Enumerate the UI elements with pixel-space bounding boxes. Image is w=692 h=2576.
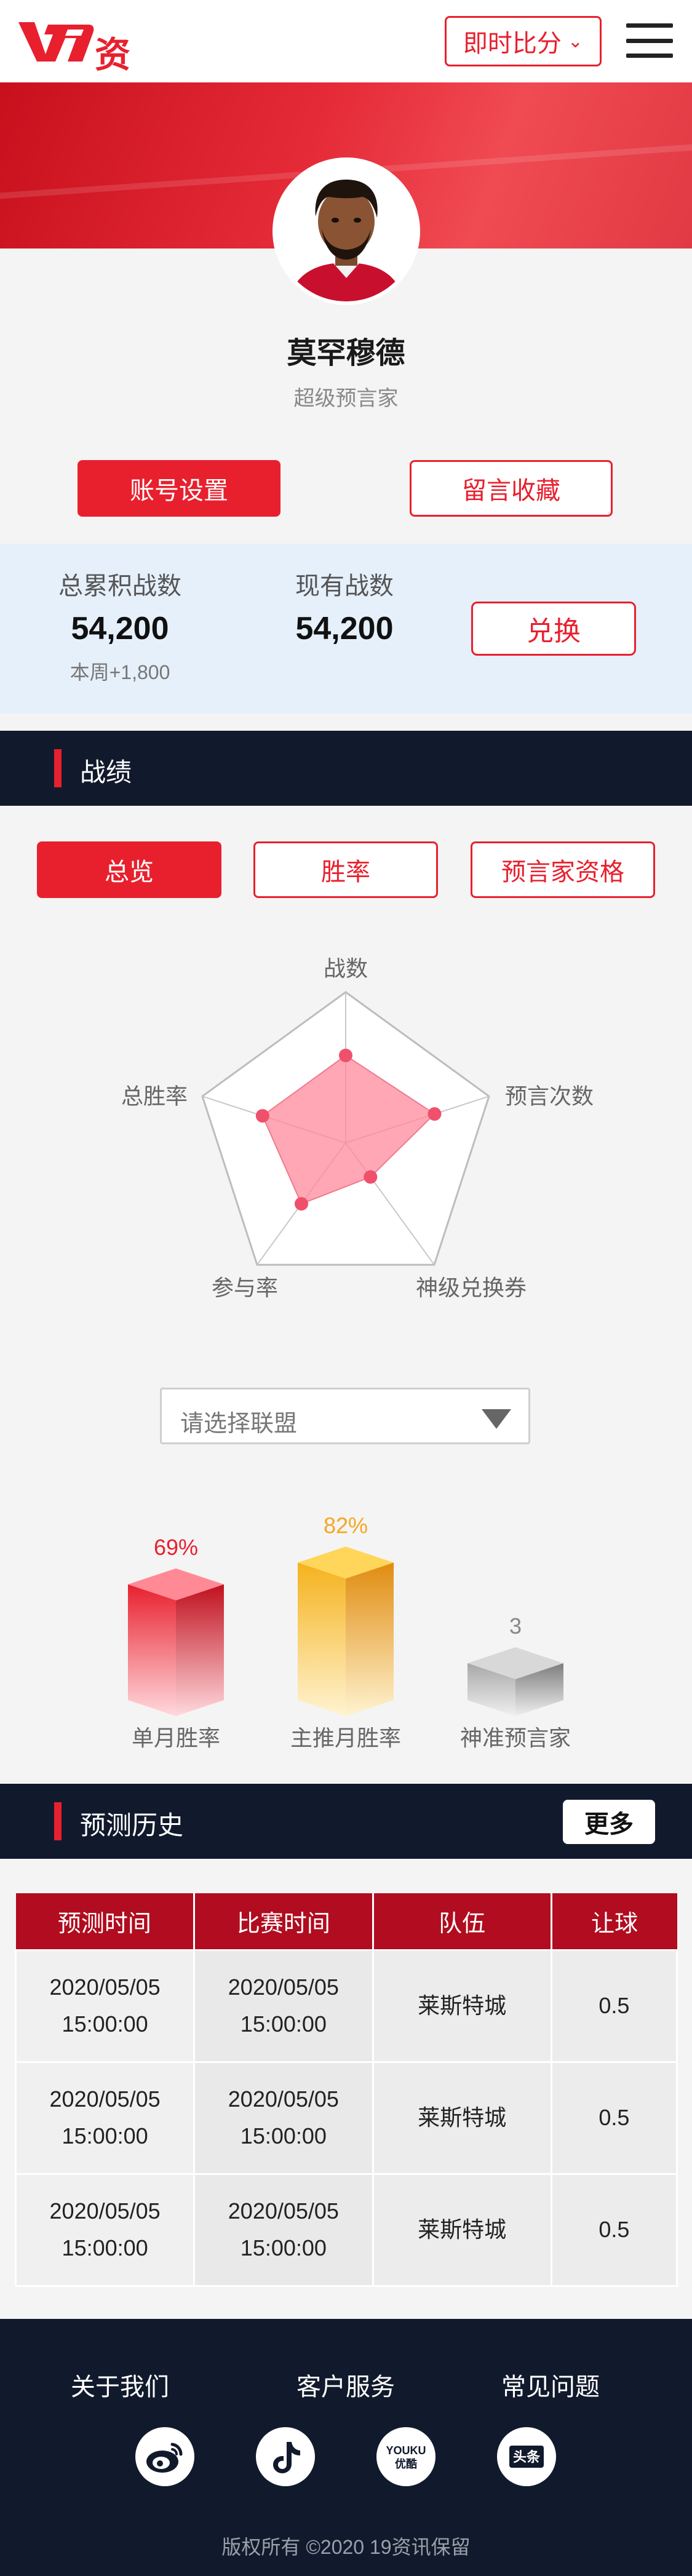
col-team: 队伍	[373, 1893, 552, 1950]
radar-point	[339, 1048, 352, 1062]
battle-stats-panel: 总累积战数 54,200 本周+1,800 现有战数 54,200 兑换	[0, 544, 692, 714]
toutiao-icon[interactable]: 头条	[497, 2427, 556, 2486]
caret-down-icon	[482, 1409, 511, 1429]
table-row[interactable]: 2020/05/05 15:00:00 2020/05/05 15:00:00 莱斯…	[14, 2173, 678, 2287]
weekly-delta: 本周+1,800	[70, 661, 170, 683]
tab-win-rate[interactable]: 胜率	[253, 841, 438, 898]
team-cell: 莱斯特城	[372, 2173, 552, 2287]
weibo-icon[interactable]	[135, 2427, 194, 2486]
section-accent-bar	[54, 749, 62, 787]
avatar	[272, 157, 420, 305]
total-battles-stat: 总累积战数 54,200 本周+1,800	[37, 566, 203, 685]
tab-prophet-qualification[interactable]: 预言家资格	[471, 841, 655, 898]
radar-point	[364, 1170, 378, 1184]
table-header-row: 预测时间 比赛时间 队伍 让球	[15, 1893, 677, 1950]
bar-value-label: 82%	[324, 1513, 368, 1538]
tiktok-icon[interactable]	[256, 2427, 315, 2486]
match-time-cell: 2020/05/05 15:00:00	[193, 1949, 374, 2063]
bar-side	[515, 1663, 563, 1716]
top-header: 资讯 即时比分 ⌄	[0, 0, 692, 127]
footer-link-service[interactable]: 客户服务	[296, 2374, 395, 2401]
predict-time-cell: 2020/05/05 15:00:00	[14, 1949, 196, 2063]
site-footer: 关于我们 客户服务 常见问题 YOUKU 优酷 头条 版权所有 ©2020 19…	[0, 2319, 692, 2576]
radar-point	[294, 1197, 308, 1211]
avatar-portrait-icon	[276, 161, 416, 301]
team-cell: 莱斯特城	[372, 2061, 552, 2175]
radar-axis-label: 总胜率	[121, 1084, 188, 1109]
handicap-cell: 0.5	[550, 2061, 678, 2175]
live-score-label: 即时比分	[463, 30, 562, 57]
radar-point	[255, 1109, 269, 1123]
site-logo[interactable]: 资讯	[16, 16, 157, 127]
radar-axis-label: 神级兑换券	[416, 1276, 527, 1301]
radar-area	[261, 1054, 436, 1205]
live-score-button[interactable]: 即时比分 ⌄	[445, 16, 602, 66]
profile-name: 莫罕穆德	[287, 337, 405, 370]
saved-comments-button[interactable]: 留言收藏	[410, 460, 613, 517]
copyright-text: 版权所有 ©2020 19资讯保留	[221, 2536, 471, 2558]
col-predict-time: 预测时间	[15, 1893, 196, 1950]
radar-axis-label: 战数	[324, 956, 368, 982]
youku-icon[interactable]: YOUKU 优酷	[376, 2427, 435, 2486]
predict-time-cell: 2020/05/05 15:00:00	[14, 2173, 196, 2287]
bar-category-label: 神准预言家	[460, 1726, 571, 1751]
history-section-header: 预测历史 更多	[0, 1784, 692, 1859]
footer-link-faq[interactable]: 常见问题	[501, 2374, 600, 2401]
history-section-title: 预测历史	[80, 1811, 184, 1840]
table-row[interactable]: 2020/05/05 15:00:00 2020/05/05 15:00:00 莱斯…	[14, 1949, 678, 2063]
win-rate-bar-chart: 69% 单月胜率 82% 主推月胜率 3 神准预言家	[128, 1513, 571, 1751]
bar-front	[298, 1562, 346, 1716]
bar-category-label: 单月胜率	[132, 1726, 220, 1751]
table-row[interactable]: 2020/05/05 15:00:00 2020/05/05 15:00:00 莱斯…	[14, 2061, 678, 2175]
bar-value-label: 3	[509, 1613, 522, 1639]
svg-text:YOUKU: YOUKU	[386, 2444, 426, 2457]
account-settings-button[interactable]: 账号设置	[78, 460, 280, 517]
record-section-title: 战绩	[80, 758, 132, 787]
bar-category-label: 主推月胜率	[290, 1726, 401, 1751]
match-time-cell: 2020/05/05 15:00:00	[193, 2061, 374, 2175]
radar-axis-label: 预言次数	[505, 1084, 594, 1109]
bar-front	[467, 1663, 515, 1716]
col-match-time: 比赛时间	[194, 1893, 374, 1950]
bar-top	[128, 1568, 224, 1600]
bar-side	[346, 1562, 394, 1716]
league-select[interactable]: 请选择联盟	[160, 1388, 530, 1444]
bar-value-label: 69%	[154, 1535, 198, 1560]
radar-point	[428, 1107, 442, 1121]
current-battles-label: 现有战数	[295, 573, 394, 600]
current-battles-stat: 现有战数 54,200	[264, 566, 424, 647]
current-battles-value: 54,200	[295, 611, 394, 646]
section-accent-bar	[54, 1802, 62, 1840]
col-handicap: 让球	[551, 1893, 677, 1950]
match-time-cell: 2020/05/05 15:00:00	[193, 2173, 374, 2287]
profile-title: 超级预言家	[293, 387, 399, 410]
bar-front	[128, 1584, 176, 1716]
handicap-cell: 0.5	[550, 1949, 678, 2063]
team-cell: 莱斯特城	[372, 1949, 552, 2063]
handicap-cell: 0.5	[550, 2173, 678, 2287]
svg-text:头条: 头条	[513, 2449, 541, 2465]
logo-19-icon	[18, 22, 94, 62]
total-battles-label: 总累积战数	[58, 573, 181, 600]
total-battles-value: 54,200	[71, 611, 169, 646]
svg-text:优酷: 优酷	[395, 2457, 417, 2471]
prediction-history-table: 预测时间 比赛时间 队伍 让球 2020/05/05 15:00:00 2020/…	[14, 1893, 678, 2287]
bar-side	[176, 1584, 224, 1716]
league-select-placeholder: 请选择联盟	[180, 1411, 298, 1437]
record-section-header: 战绩	[0, 731, 692, 806]
chevron-down-icon: ⌄	[567, 31, 584, 52]
exchange-button[interactable]: 兑换	[471, 602, 636, 656]
footer-link-about[interactable]: 关于我们	[71, 2374, 169, 2401]
bar-top	[298, 1546, 394, 1579]
hamburger-menu-icon[interactable]	[626, 23, 673, 58]
tab-overview[interactable]: 总览	[37, 841, 221, 898]
radar-axis-label: 参与率	[212, 1276, 278, 1301]
more-button[interactable]: 更多	[563, 1800, 655, 1844]
predict-time-cell: 2020/05/05 15:00:00	[14, 2061, 196, 2175]
